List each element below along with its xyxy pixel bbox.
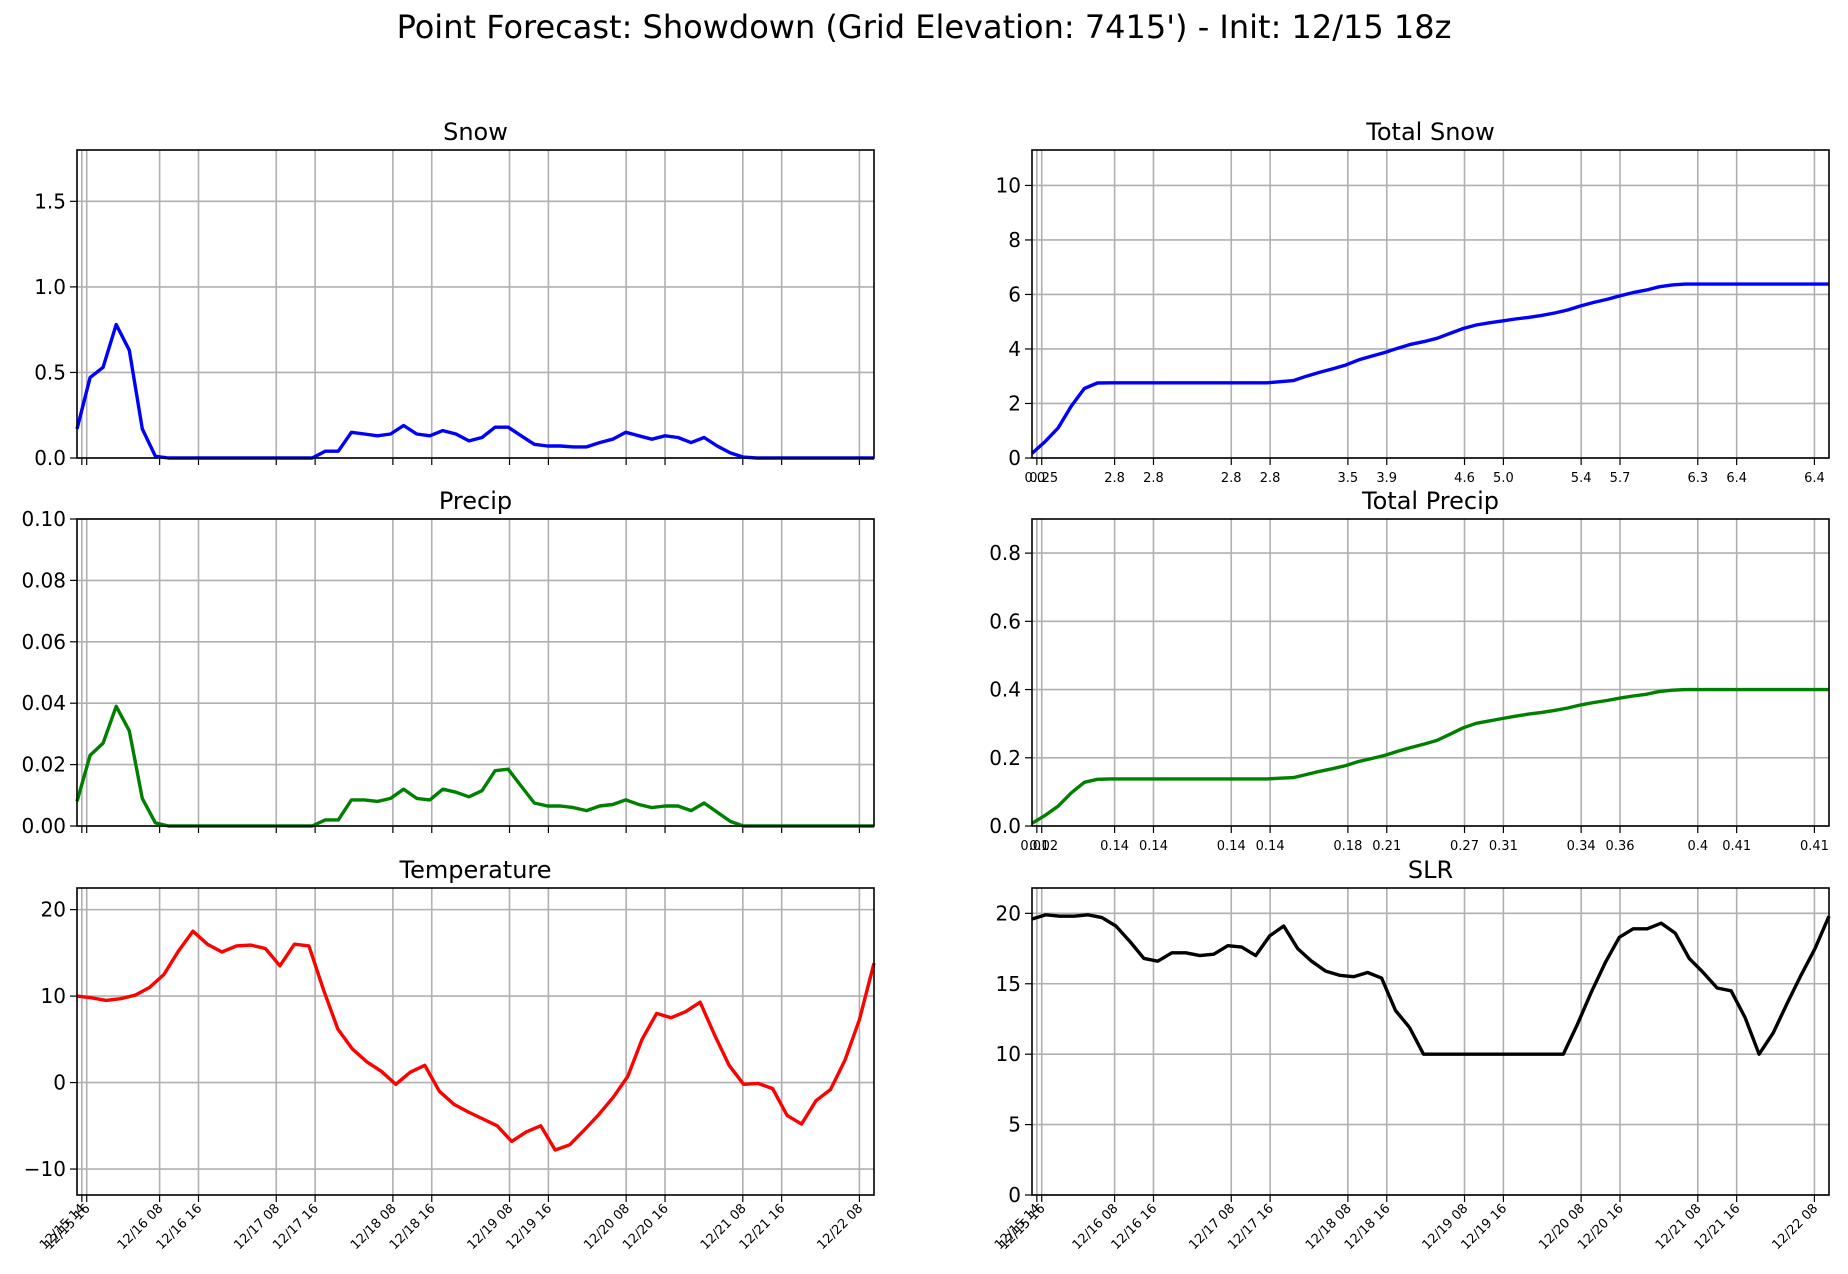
x-tick-label: 2.8 <box>1221 471 1242 486</box>
x-tick-label: 6.4 <box>1804 471 1825 486</box>
y-tick-label: 20 <box>996 901 1021 925</box>
y-tick-label: 1.5 <box>34 189 66 213</box>
x-tick-label: 0.41 <box>1722 839 1751 854</box>
x-tick-label: 5.7 <box>1610 471 1631 486</box>
x-tick-label: 5.0 <box>1493 471 1514 486</box>
y-tick-label: 0.0 <box>989 814 1021 838</box>
y-tick-label: 6 <box>1008 282 1021 306</box>
x-tick-label: 0.27 <box>1450 839 1479 854</box>
axes-frame <box>76 518 875 827</box>
x-tick-label: 6.4 <box>1726 471 1747 486</box>
x-tick-label: 12/22 08 <box>1770 1201 1822 1253</box>
y-tick-label: 10 <box>996 173 1021 197</box>
x-tick-label: 3.9 <box>1376 471 1397 486</box>
x-tick-label: 2.8 <box>1260 471 1281 486</box>
y-tick-label: 15 <box>996 972 1021 996</box>
x-tick-label: 0.41 <box>1800 839 1829 854</box>
x-tick-label: 5.4 <box>1571 471 1592 486</box>
x-tick-label: 2.8 <box>1143 471 1164 486</box>
y-tick-label: 0.2 <box>989 746 1021 770</box>
x-tick-label: 3.5 <box>1338 471 1359 486</box>
x-tick-label: 0.34 <box>1567 839 1596 854</box>
y-tick-label: 0 <box>1008 1183 1021 1207</box>
chart-total-precip: 0.0 0.2 0.4 0.6 0.8 0.010.02 0.14 0.14 0.14 0.14 0… <box>989 487 1830 854</box>
series-line-temperature <box>76 929 876 1152</box>
y-tick-label: 0.5 <box>34 360 66 384</box>
y-tick-label: 20 <box>41 898 66 922</box>
series-line-total-snow <box>1030 282 1829 455</box>
chart-precip: 0.00 0.02 0.04 0.06 0.08 0.10 Precip <box>21 487 875 838</box>
y-tick-label: 0.10 <box>21 507 66 531</box>
x-tick-label: 0.14 <box>1139 839 1168 854</box>
y-tick-label: 10 <box>996 1042 1021 1066</box>
y-tick-label: 8 <box>1008 228 1021 252</box>
x-tick-label: 12/22 08 <box>815 1201 867 1253</box>
series-line-slr <box>1031 913 1831 1056</box>
subplot-title: Snow <box>443 118 508 146</box>
axes-frame <box>1031 887 1830 1196</box>
figure-title: Point Forecast: Showdown (Grid Elevation… <box>396 8 1452 46</box>
y-tick-label: 0.4 <box>989 678 1021 702</box>
y-tick-label: 10 <box>41 984 66 1008</box>
y-tick-label: 0 <box>53 1071 66 1095</box>
series-line-total-precip <box>1031 687 1829 825</box>
y-tick-label: 0.04 <box>21 691 66 715</box>
x-tick-label: 0.14 <box>1217 839 1246 854</box>
series-line-snow <box>75 322 874 460</box>
y-tick-label: 0.00 <box>21 814 66 838</box>
x-tick-label: 0.4 <box>1687 839 1708 854</box>
y-tick-label: 2 <box>1008 391 1021 415</box>
chart-snow: 0.0 0.5 1.0 1.5 Snow <box>34 118 875 470</box>
y-tick-label: 0.6 <box>989 609 1021 633</box>
x-tick-label: 0.18 <box>1333 839 1362 854</box>
x-tick-label: 6.3 <box>1687 471 1708 486</box>
x-tick-label: 0.02 <box>1029 839 1058 854</box>
subplot-title: Total Snow <box>1365 118 1494 146</box>
x-tick-label: 0.31 <box>1489 839 1518 854</box>
x-tick-label: 0.14 <box>1100 839 1129 854</box>
x-tick-label: 0.25 <box>1029 471 1058 486</box>
x-tick-label: 12/15 16 <box>997 1201 1049 1253</box>
x-tick-label: 12/15 16 <box>42 1201 94 1253</box>
chart-total-snow: 0 2 4 6 8 10 0.00.25 2.8 2.8 2.8 2.8 3.5 3.9 4.6 5.0 5.… <box>996 118 1830 486</box>
subplot-title: Precip <box>439 487 512 515</box>
y-tick-label: 5 <box>1008 1113 1021 1137</box>
y-tick-label: 0.08 <box>21 568 66 592</box>
y-tick-label: −10 <box>24 1157 66 1181</box>
y-tick-label: 1.0 <box>34 275 66 299</box>
x-tick-label: 0.21 <box>1372 839 1401 854</box>
y-tick-label: 0 <box>1008 446 1021 470</box>
x-tick-label: 0.0 <box>1025 471 1046 486</box>
x-tick-label: 4.6 <box>1454 471 1475 486</box>
axes-frame <box>1031 149 1830 459</box>
axes-frame <box>76 149 875 459</box>
y-tick-label: 0.02 <box>21 753 66 777</box>
y-tick-label: 0.8 <box>989 541 1021 565</box>
axes-frame <box>1031 518 1830 827</box>
axes-frame <box>76 887 875 1196</box>
y-tick-label: 0.0 <box>34 446 66 470</box>
y-tick-label: 4 <box>1008 337 1021 361</box>
x-tick-label: 2.8 <box>1104 471 1125 486</box>
x-tick-label: 0.36 <box>1606 839 1635 854</box>
y-tick-label: 0.06 <box>21 630 66 654</box>
x-tick-label: 0.14 <box>1256 839 1285 854</box>
subplot-title: Total Precip <box>1361 487 1499 515</box>
subplot-title: SLR <box>1408 856 1453 884</box>
x-tick-label: 0.01 <box>1020 839 1049 854</box>
series-line-precip <box>75 704 874 828</box>
subplot-title: Temperature <box>398 856 551 884</box>
